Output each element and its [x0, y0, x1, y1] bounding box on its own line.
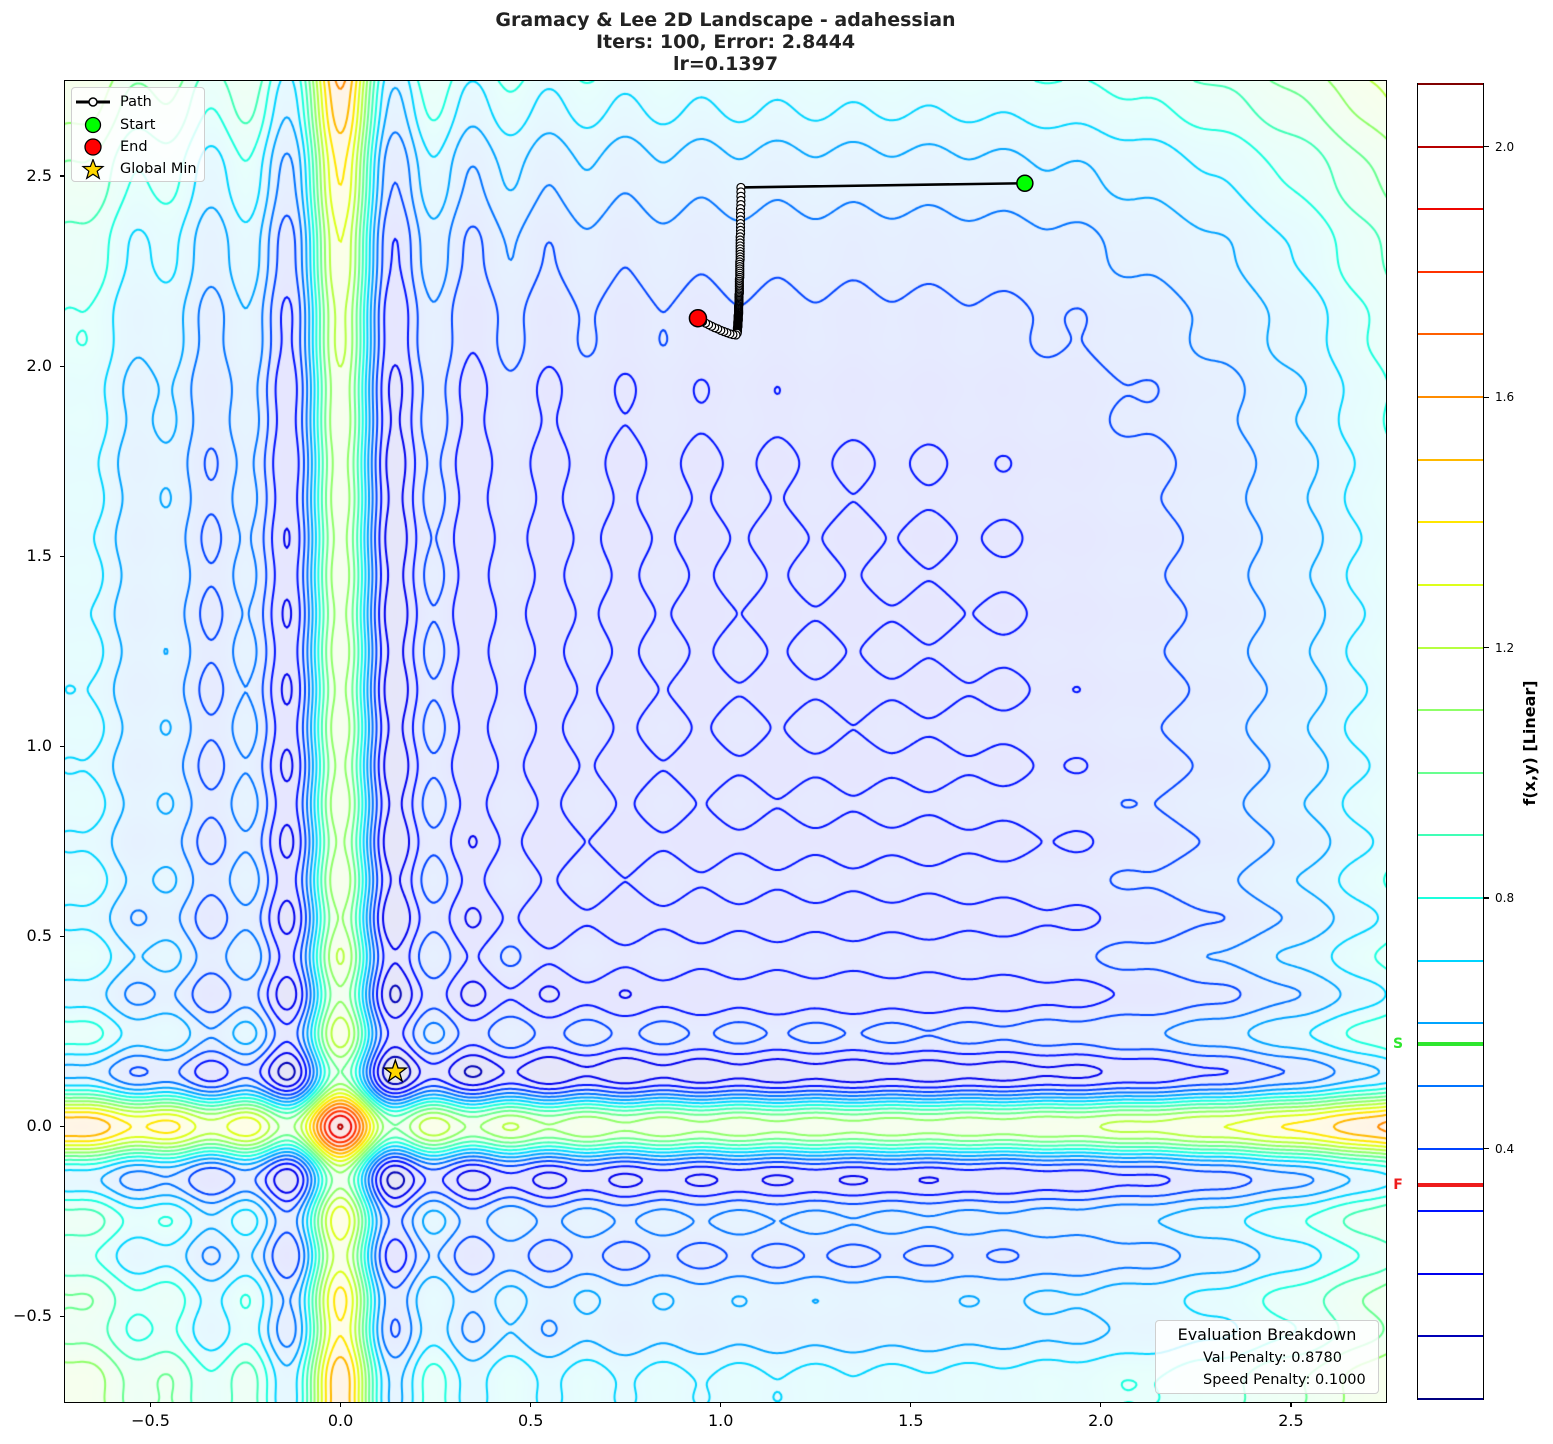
y-tick-label: −0.5: [13, 1306, 52, 1326]
y-tick-label: 0.5: [26, 926, 52, 946]
colorbar-level-line: [1418, 1398, 1483, 1400]
x-tick-label: 1.0: [708, 1411, 734, 1430]
colorbar-level-line: [1418, 834, 1483, 837]
colorbar-level-line: [1418, 1272, 1483, 1275]
colorbar-level-line: [1418, 1147, 1483, 1150]
contour-plot-area: [65, 81, 1386, 1402]
colorbar-tick-mark: [1484, 897, 1489, 899]
evaluation-breakdown-title: Evaluation Breakdown: [1177, 1325, 1357, 1344]
global-min-star-icon: [382, 1058, 409, 1083]
colorbar-tick-mark: [1484, 146, 1489, 148]
val-penalty-text: Val Penalty: 0.8780: [1203, 1350, 1343, 1366]
colorbar: [1417, 83, 1484, 1400]
x-tick-mark: [149, 1402, 152, 1407]
legend-label: Path: [120, 94, 152, 110]
y-tick-mark: [60, 1315, 65, 1318]
colorbar-level-line: [1418, 1335, 1483, 1338]
legend-item-start: Start: [72, 115, 206, 135]
legend-label: End: [120, 139, 148, 155]
colorbar-level-line: [1418, 646, 1483, 649]
end-marker: [688, 308, 708, 328]
y-tick-mark: [60, 935, 65, 937]
colorbar-level-line: [1418, 897, 1483, 900]
colorbar-level-line: [1418, 83, 1483, 85]
legend-item-global-min: Global Min: [72, 159, 206, 180]
final-value-label: F: [1393, 1176, 1403, 1193]
chart-title: Gramacy & Lee 2D Landscape - adahessian …: [0, 9, 1451, 75]
colorbar-tick-mark: [1484, 1147, 1489, 1150]
y-tick-mark: [60, 175, 65, 177]
colorbar-tick-label: 0.8: [1495, 891, 1515, 906]
colorbar-level-line: [1418, 959, 1483, 962]
x-tick-label: 0.0: [327, 1411, 354, 1430]
y-tick-mark: [60, 555, 65, 557]
start-value-label: S: [1392, 1035, 1404, 1052]
legend-label: Global Min: [120, 161, 197, 177]
x-tick-label: −0.5: [131, 1411, 170, 1430]
colorbar-level-line: [1418, 709, 1483, 712]
legend: Path Start End Global Min: [71, 87, 205, 182]
legend-label: Start: [120, 117, 156, 133]
colorbar-level-line: [1418, 1084, 1483, 1087]
evaluation-breakdown-box: Evaluation Breakdown Val Penalty: 0.8780…: [1155, 1320, 1379, 1394]
x-tick-mark: [1100, 1402, 1102, 1407]
y-tick-label: 1.0: [26, 736, 52, 756]
title-line-learning-rate: lr=0.1397: [672, 53, 779, 75]
x-tick-mark: [340, 1402, 342, 1407]
x-tick-label: 0.5: [517, 1411, 544, 1430]
x-tick-label: 2.5: [1278, 1411, 1304, 1430]
colorbar-tick-label: 2.0: [1495, 139, 1515, 154]
legend-item-end: End: [72, 137, 206, 157]
colorbar-level-line: [1418, 145, 1483, 148]
y-tick-mark: [60, 1125, 65, 1127]
colorbar-level-line: [1418, 270, 1483, 273]
x-tick-mark: [720, 1402, 722, 1407]
colorbar-level-line: [1418, 208, 1483, 211]
colorbar-label: f(x,y) [Linear]: [1520, 680, 1539, 806]
y-tick-label: 0.0: [26, 1116, 52, 1136]
colorbar-level-line: [1418, 1210, 1483, 1213]
legend-item-path: Path: [72, 92, 206, 112]
red-circle-icon: [84, 138, 102, 156]
x-tick-label: 2.0: [1088, 1411, 1114, 1430]
colorbar-tick-label: 1.6: [1495, 390, 1515, 405]
colorbar-level-line: [1418, 458, 1483, 461]
colorbar-tick-mark: [1484, 396, 1489, 398]
trajectory-overlay: [382, 174, 1034, 1083]
axes-frame: [64, 80, 1387, 1403]
colorbar-tick-label: 1.2: [1495, 640, 1515, 655]
colorbar-level-line: [1418, 583, 1483, 586]
start-marker: [1016, 174, 1034, 193]
x-tick-mark: [530, 1402, 532, 1407]
title-line-iters-error: Iters: 100, Error: 2.8444: [595, 31, 856, 53]
x-tick-mark: [1290, 1402, 1292, 1407]
colorbar-tick-label: 0.4: [1495, 1141, 1515, 1156]
start-value-line: [1418, 1042, 1483, 1046]
y-tick-label: 1.5: [26, 546, 52, 566]
x-tick-label: 1.5: [898, 1411, 924, 1430]
colorbar-level-lines: [1418, 83, 1483, 1400]
green-circle-icon: [84, 116, 102, 134]
y-tick-label: 2.0: [26, 356, 52, 376]
x-tick-mark: [910, 1402, 912, 1407]
colorbar-level-line: [1418, 396, 1483, 399]
title-line-main: Gramacy & Lee 2D Landscape - adahessian: [495, 9, 956, 31]
colorbar-tick-mark: [1484, 646, 1489, 649]
y-tick-label: 2.5: [26, 166, 52, 186]
colorbar-level-line: [1418, 333, 1483, 336]
colorbar-level-line: [1418, 1022, 1483, 1025]
path-point-markers: [693, 178, 1030, 340]
path-line-marker-icon: [76, 97, 110, 107]
final-value-line: [1418, 1183, 1483, 1187]
colorbar-level-line: [1418, 771, 1483, 774]
speed-penalty-text: Speed Penalty: 0.1000: [1203, 1372, 1366, 1388]
y-tick-mark: [60, 365, 65, 367]
y-tick-mark: [60, 745, 65, 747]
colorbar-level-line: [1418, 521, 1483, 524]
gold-star-icon: [81, 159, 105, 180]
